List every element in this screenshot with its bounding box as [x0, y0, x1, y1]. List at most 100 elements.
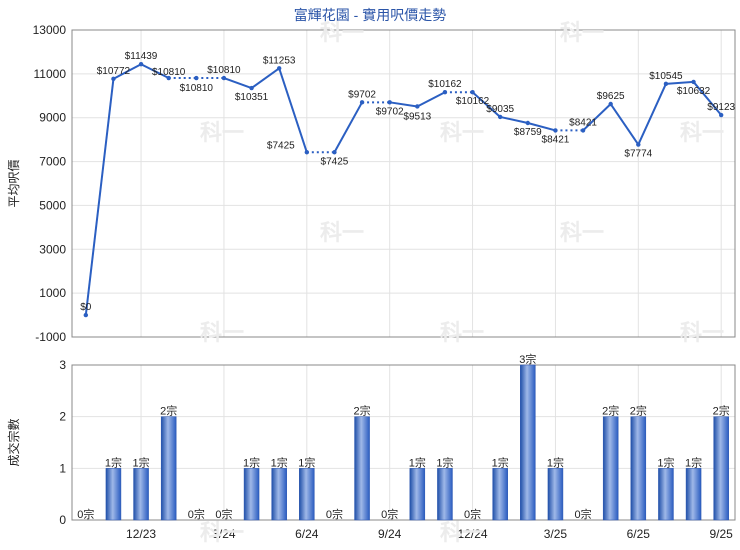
bar-value-label: 1宗: [492, 455, 509, 469]
y-tick-label: 5000: [39, 198, 66, 212]
line-y-axis-label: 平均呎價: [7, 159, 21, 207]
line-point-label: $0: [80, 302, 92, 313]
line-point: [304, 150, 310, 155]
bar: [271, 468, 287, 521]
line-segment: [389, 101, 418, 108]
line-segment: [499, 115, 529, 124]
line-point-label: $11439: [125, 51, 158, 62]
bar: [105, 468, 122, 521]
bar-y-axis-label: 成交宗數: [6, 418, 21, 466]
line-point-label: $9035: [486, 104, 514, 115]
bar: [133, 468, 149, 521]
bar: [492, 468, 508, 521]
line-point: [553, 128, 558, 133]
watermark: 科一: [440, 320, 484, 345]
watermark: 科一: [560, 220, 604, 245]
line-point-label: $10351: [235, 92, 269, 103]
line-point: [111, 76, 116, 82]
line-point: [415, 104, 420, 109]
bar: [547, 468, 564, 521]
line-point-label: $7774: [624, 149, 652, 160]
x-tick-label: 9/24: [378, 527, 402, 541]
line-panel: -1000 1000 3000 5000 7000 9000 11000 13000 平均呎價 $…: [7, 23, 736, 344]
bar-y-tick-label: 0: [59, 513, 66, 527]
watermark: 科一: [560, 20, 604, 45]
bar: [160, 416, 177, 521]
watermark: 科一: [440, 120, 484, 145]
bar-value-label: 2宗: [713, 404, 730, 418]
line-point-label: $9625: [597, 91, 625, 102]
bar-value-label: 1宗: [105, 455, 122, 469]
x-tick-label: 6/24: [295, 527, 319, 541]
bar: [354, 416, 370, 521]
line-point: [249, 85, 254, 91]
y-tick-label: 11000: [34, 67, 67, 81]
bar-value-label: 2宗: [160, 404, 177, 418]
bar: [243, 468, 260, 521]
line-point-label: $8759: [514, 127, 542, 138]
bar-value-label: 1宗: [657, 455, 674, 469]
bar-value-label: 1宗: [298, 455, 315, 469]
line-point-label: $10632: [677, 86, 711, 97]
y-tick-label: 1000: [39, 286, 66, 300]
line-point: [580, 128, 586, 133]
line-point: [221, 75, 227, 81]
line-point: [525, 120, 531, 126]
bar-value-label: 0宗: [381, 507, 398, 521]
line-point-label: $9123: [707, 102, 735, 113]
line-segment: [333, 101, 363, 153]
bar: [409, 468, 426, 521]
watermark: 科一: [680, 120, 724, 145]
line-point: [497, 114, 503, 120]
line-point: [166, 75, 171, 81]
line-point: [194, 75, 199, 81]
watermark: 科一: [200, 120, 244, 145]
line-point: [138, 62, 144, 67]
line-point: [470, 90, 475, 95]
y-tick-label: -1000: [35, 330, 66, 344]
line-point-label: $7425: [321, 156, 349, 167]
line-point-label: $10545: [649, 71, 683, 82]
bar-value-label: 0宗: [464, 507, 481, 521]
line-point: [359, 100, 365, 105]
line-point: [276, 66, 282, 71]
line-point: [691, 79, 696, 85]
line-segment: [278, 67, 308, 153]
line-point: [608, 101, 613, 107]
line-point-label: $10810: [207, 65, 241, 76]
y-tick-label: 9000: [39, 111, 66, 125]
bar-value-label: 1宗: [547, 455, 564, 469]
line-point-label: $8421: [542, 134, 570, 145]
bar: [437, 468, 453, 521]
line-point-label: $10162: [456, 96, 490, 107]
y-tick-label: 3000: [39, 242, 66, 256]
line-point-label: $10810: [152, 67, 186, 78]
x-tick-label: 6/25: [627, 527, 651, 541]
line-point-label: $10772: [97, 66, 131, 77]
line-point-label: $11253: [263, 55, 296, 66]
line-segment: [582, 103, 612, 132]
bar: [685, 468, 702, 521]
line-segment: [692, 81, 722, 116]
bar-value-label: 1宗: [436, 455, 453, 469]
y-tick-label: 7000: [39, 155, 66, 169]
line-point: [663, 81, 669, 87]
line-point: [332, 150, 337, 155]
chart-title: 富輝花園 - 實用呎價走勢: [294, 7, 446, 23]
bar-value-label: 0宗: [215, 507, 232, 521]
bar: [299, 468, 315, 521]
bar-y-tick-label: 3: [59, 358, 66, 372]
watermark: 科一: [440, 520, 484, 545]
line-point-label: $10162: [428, 79, 462, 90]
bar-value-label: 1宗: [133, 455, 150, 469]
bar-value-label: 1宗: [271, 455, 288, 469]
line-segment: [112, 63, 142, 80]
line-segment: [84, 78, 115, 316]
line-point: [83, 312, 89, 318]
watermark: 科一: [320, 20, 364, 45]
x-tick-label: 12/24: [458, 527, 488, 541]
line-segment: [609, 103, 640, 146]
bar: [713, 416, 729, 521]
